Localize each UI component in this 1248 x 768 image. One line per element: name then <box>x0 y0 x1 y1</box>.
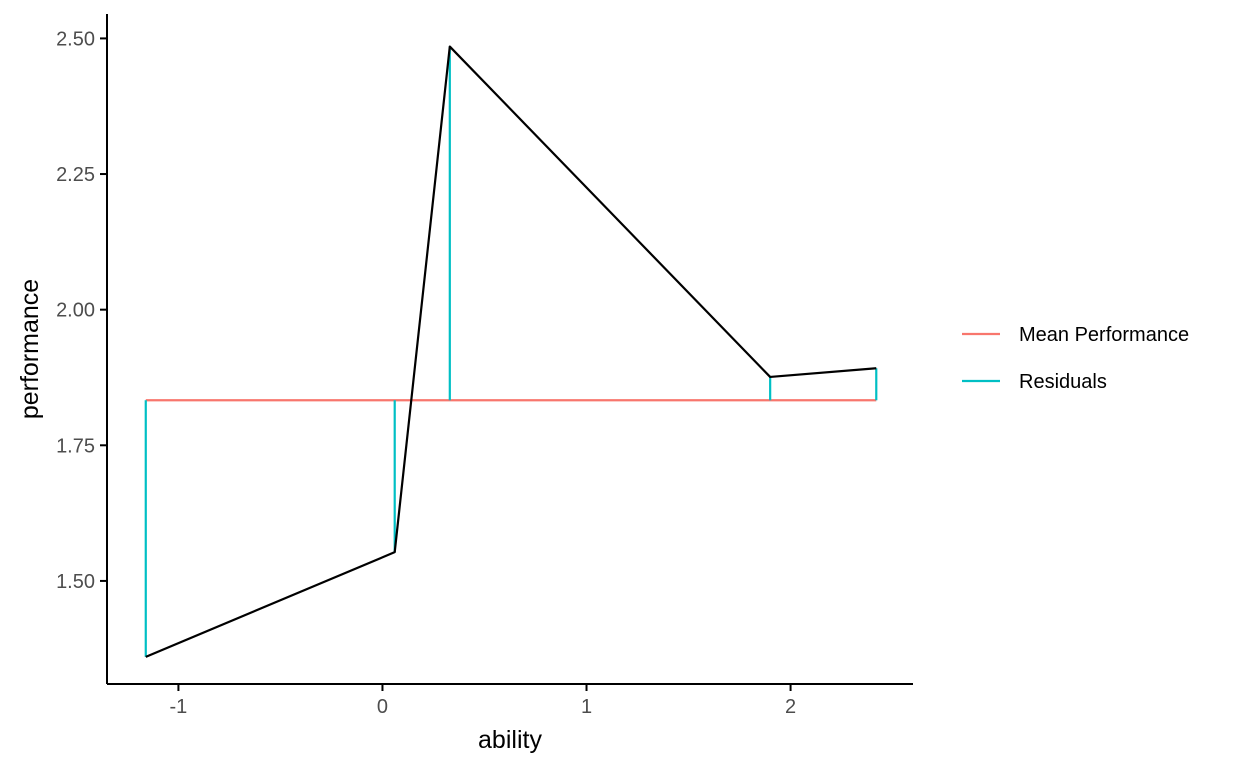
y-tick-label: 2.25 <box>56 164 95 186</box>
x-axis-ticks: -1 0 1 2 <box>170 684 796 718</box>
x-tick-label: 1 <box>581 696 592 718</box>
y-axis-title: performance <box>16 279 44 419</box>
legend: Mean Performance Residuals <box>962 324 1189 393</box>
x-axis-title: ability <box>478 726 542 754</box>
x-tick-label: 0 <box>377 696 388 718</box>
legend-label: Mean Performance <box>1019 324 1189 346</box>
plot-area <box>144 45 878 658</box>
x-tick-label: 2 <box>785 696 796 718</box>
y-tick-label: 1.75 <box>56 435 95 457</box>
y-tick-label: 1.50 <box>56 571 95 593</box>
y-tick-label: 2.00 <box>56 300 95 322</box>
y-tick-label: 2.50 <box>56 28 95 50</box>
y-axis-ticks: 1.50 1.75 2.00 2.25 2.50 <box>56 28 107 593</box>
x-tick-label: -1 <box>170 696 188 718</box>
observed-performance-line <box>145 45 877 658</box>
legend-label: Residuals <box>1019 371 1107 393</box>
